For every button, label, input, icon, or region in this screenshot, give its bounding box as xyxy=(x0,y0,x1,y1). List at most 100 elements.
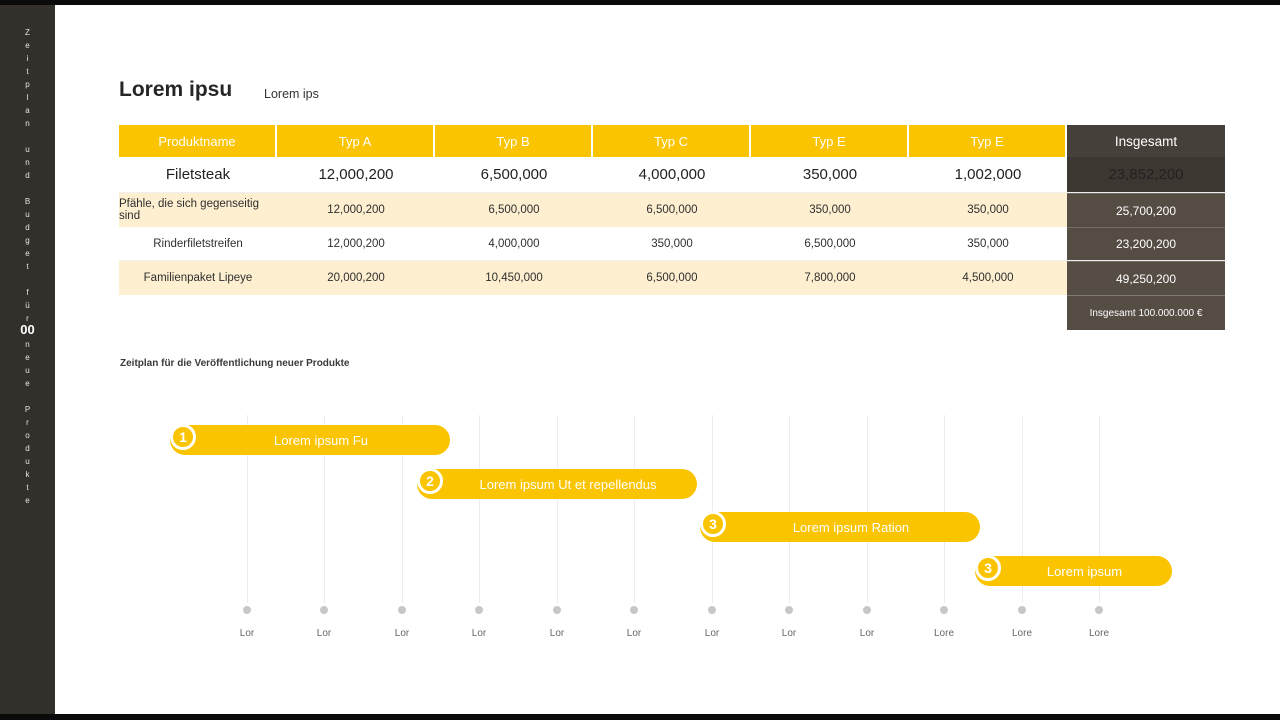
sidebar: Zeitplan und Budget für neue Produkte 00 xyxy=(0,0,55,720)
gridline xyxy=(402,415,403,603)
value-cell: 6,500,000 xyxy=(480,166,548,183)
value-cell: 6,500,000 xyxy=(593,193,751,227)
product-name-cell: Familienpaket Lipeye xyxy=(119,261,277,295)
grand-total-cell: Insgesamt 100.000.000 € xyxy=(1067,295,1225,330)
axis-dot xyxy=(398,606,406,614)
table-row: Rinderfiletstreifen 12,000,200 4,000,000… xyxy=(119,227,1227,261)
gridline xyxy=(247,415,248,603)
table-row: Pfähle, die sich gegenseitig sind 12,000… xyxy=(119,193,1227,227)
table-header-cell: Typ A xyxy=(277,125,435,157)
timeline-bar-label: Lorem ipsum Fu xyxy=(274,432,368,448)
budget-table: Produktname Typ A Typ B Typ C Typ E Typ … xyxy=(119,125,1227,330)
axis-dot xyxy=(785,606,793,614)
value-cell: 1,002,000 xyxy=(954,166,1022,183)
gridline xyxy=(789,415,790,603)
axis-label: Lor xyxy=(781,628,797,639)
table-header-total-cell: Insgesamt xyxy=(1067,125,1225,157)
value-cell: 12,000,200 xyxy=(277,193,435,227)
table-header-cell: Typ E xyxy=(909,125,1067,157)
table-header-cell: Typ C xyxy=(593,125,751,157)
value-cell: 350,000 xyxy=(802,166,858,183)
axis-dot xyxy=(553,606,561,614)
timeline-bar: 3 Lorem ipsum xyxy=(975,555,1172,586)
axis-label: Lor xyxy=(626,628,642,639)
axis-dot xyxy=(940,606,948,614)
axis-dot xyxy=(1018,606,1026,614)
value-cell: 6,500,000 xyxy=(804,237,856,250)
value-cell: 20,000,200 xyxy=(277,261,435,295)
page-subtitle: Lorem ips xyxy=(264,87,319,101)
table-header-cell: Typ B xyxy=(435,125,593,157)
axis-label: Lor xyxy=(704,628,720,639)
axis-label: Lor xyxy=(239,628,255,639)
total-cell: 23,852,200 xyxy=(1067,157,1225,192)
timeline-bar: 2 Lorem ipsum Ut et repellendus xyxy=(417,468,697,499)
value-cell: 350,000 xyxy=(967,237,1009,250)
product-name-cell: Filetsteak xyxy=(165,166,231,183)
value-cell: 6,500,000 xyxy=(435,193,593,227)
total-cell: 25,700,200 xyxy=(1067,193,1225,227)
bottom-letterbox-strip xyxy=(0,714,1280,720)
table-row: Familienpaket Lipeye 20,000,200 10,450,0… xyxy=(119,261,1227,295)
axis-dot xyxy=(320,606,328,614)
value-cell: 7,800,000 xyxy=(751,261,909,295)
value-cell: 350,000 xyxy=(651,237,693,250)
gridline xyxy=(712,415,713,603)
gridline xyxy=(634,415,635,603)
axis-label: Lore xyxy=(1011,628,1032,639)
table-header-cell: Produktname xyxy=(119,125,277,157)
axis-label: Lore xyxy=(1088,628,1109,639)
axis-label: Lore xyxy=(933,628,954,639)
total-cell: 23,200,200 xyxy=(1067,227,1225,260)
axis-dot xyxy=(708,606,716,614)
value-cell: 10,450,000 xyxy=(435,261,593,295)
timeline-bar-label: Lorem ipsum xyxy=(1046,563,1123,579)
gridline xyxy=(1022,415,1023,603)
axis-dot xyxy=(1095,606,1103,614)
axis-label: Lor xyxy=(859,628,875,639)
axis-label: Lor xyxy=(549,628,565,639)
gridline xyxy=(479,415,480,603)
sidebar-vertical-title: Zeitplan und Budget für neue Produkte xyxy=(23,28,32,509)
value-cell: 6,500,000 xyxy=(593,261,751,295)
table-header-cell: Typ E xyxy=(751,125,909,157)
table-footer-row: Insgesamt 100.000.000 € xyxy=(119,295,1227,330)
value-cell: 4,500,000 xyxy=(909,261,1067,295)
value-cell: 4,000,000 xyxy=(488,237,540,250)
sidebar-page-number: 00 xyxy=(20,322,35,337)
table-header-row: Produktname Typ A Typ B Typ C Typ E Typ … xyxy=(119,125,1227,157)
axis-label: Lor xyxy=(471,628,487,639)
timeline-bar: 3 Lorem ipsum Ration xyxy=(700,511,980,542)
axis-label: Lor xyxy=(394,628,410,639)
table-row: Filetsteak 12,000,200 6,500,000 4,000,00… xyxy=(119,157,1227,193)
value-cell: 350,000 xyxy=(909,193,1067,227)
axis-dot xyxy=(243,606,251,614)
top-letterbox-strip xyxy=(0,0,1280,5)
axis-dot xyxy=(630,606,638,614)
axis-dot xyxy=(863,606,871,614)
timeline-caption: Zeitplan für die Veröffentlichung neuer … xyxy=(120,358,350,369)
gridline xyxy=(944,415,945,603)
timeline-bar: 1 Lorem ipsum Fu xyxy=(170,424,450,455)
timeline-bar-number: 2 xyxy=(417,468,443,494)
product-name-cell: Pfähle, die sich gegenseitig sind xyxy=(119,193,277,227)
gridline xyxy=(557,415,558,603)
timeline-bar-number: 1 xyxy=(170,424,196,450)
total-cell: 49,250,200 xyxy=(1067,261,1225,295)
table-footer-spacer xyxy=(119,295,1067,330)
timeline-bar-label: Lorem ipsum Ration xyxy=(792,519,910,535)
gridline xyxy=(324,415,325,603)
timeline-bar-number: 3 xyxy=(975,555,1001,581)
product-name-cell: Rinderfiletstreifen xyxy=(153,237,243,250)
value-cell: 4,000,000 xyxy=(638,166,706,183)
timeline-bar-number: 3 xyxy=(700,511,726,537)
gridline xyxy=(867,415,868,603)
axis-label: Lor xyxy=(316,628,332,639)
page-title: Lorem ipsu xyxy=(119,78,233,101)
value-cell: 350,000 xyxy=(751,193,909,227)
axis-dot xyxy=(475,606,483,614)
value-cell: 12,000,200 xyxy=(327,237,385,250)
timeline-bar-label: Lorem ipsum Ut et repellendus xyxy=(479,476,657,492)
gridline xyxy=(1099,415,1100,603)
